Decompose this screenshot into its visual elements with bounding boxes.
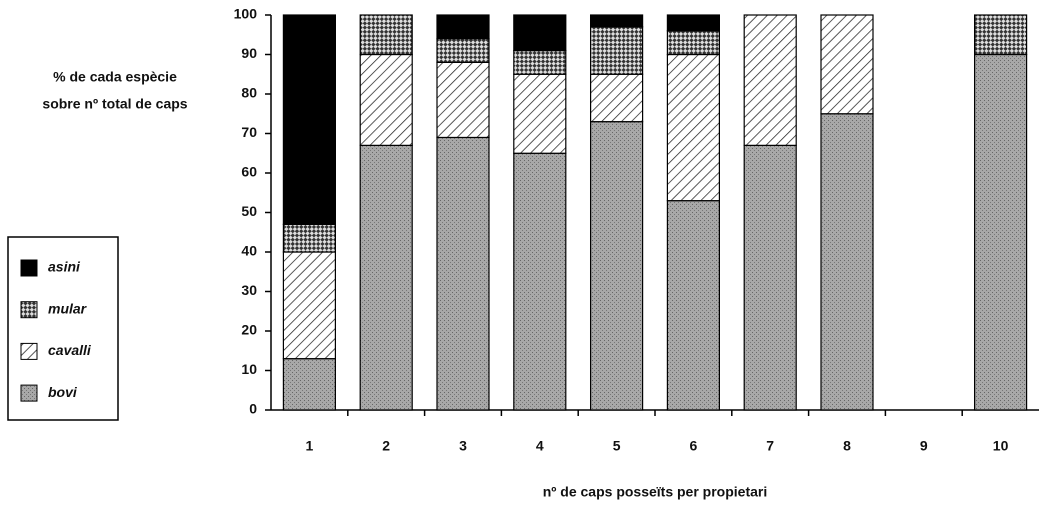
bar-segment (513, 49, 567, 75)
bar-segment (513, 14, 567, 52)
bar-segment (743, 144, 797, 411)
bar-segment (282, 251, 336, 360)
bar-segment (666, 14, 721, 32)
bar-segment (743, 14, 797, 146)
bar-segment (589, 73, 644, 123)
y-tick-label: 40 (241, 243, 257, 259)
y-tick-label: 0 (249, 401, 257, 417)
legend-label: mular (48, 300, 88, 316)
x-tick-label: 2 (382, 438, 390, 454)
y-tick-label: 70 (241, 124, 257, 140)
bar-segment (359, 144, 413, 411)
x-tick-label: 1 (306, 438, 314, 454)
bar-segment (666, 30, 721, 56)
bar-segment (589, 14, 644, 28)
y-axis-label: sobre nº total de caps (42, 96, 187, 112)
bar-segment (282, 358, 336, 411)
x-tick-label: 9 (920, 438, 928, 454)
bar-segment (282, 223, 336, 253)
y-tick-label: 30 (241, 282, 257, 298)
legend-label: bovi (48, 384, 78, 400)
y-axis-label: % de cada espècie (53, 69, 177, 85)
legend-swatch (20, 301, 38, 319)
bar-segment (436, 61, 490, 139)
legend-swatch (20, 259, 38, 277)
x-tick-label: 8 (843, 438, 851, 454)
x-tick-label: 6 (690, 438, 698, 454)
bar-segment (973, 14, 1028, 56)
bar-segment (436, 136, 490, 411)
y-tick-label: 60 (241, 164, 257, 180)
bar-segment (513, 152, 567, 411)
y-tick-label: 80 (241, 85, 257, 101)
bar-segment (666, 53, 721, 202)
x-tick-label: 4 (536, 438, 544, 454)
legend-swatch (20, 384, 38, 402)
bar-segment (820, 14, 874, 115)
bar-segment (282, 14, 336, 225)
bar-segment (359, 14, 413, 56)
legend-swatch (20, 342, 38, 360)
bar-segment (436, 14, 490, 40)
bar-segment (589, 26, 644, 75)
legend-label: cavalli (48, 342, 92, 358)
y-tick-label: 10 (241, 361, 257, 377)
bar-segment (973, 53, 1028, 411)
y-tick-label: 20 (241, 322, 257, 338)
bar-segment (589, 121, 644, 411)
x-axis-label: nº de caps posseïts per propietari (543, 484, 768, 500)
x-tick-label: 7 (766, 438, 774, 454)
legend-label: asini (48, 259, 81, 275)
y-tick-label: 90 (241, 45, 257, 61)
x-tick-label: 5 (613, 438, 621, 454)
y-tick-label: 100 (234, 6, 258, 22)
legend-box (7, 236, 119, 421)
x-tick-label: 10 (993, 438, 1009, 454)
bar-segment (436, 38, 490, 64)
y-tick-label: 50 (241, 203, 257, 219)
bar-segment (513, 73, 567, 154)
bar-segment (820, 113, 874, 411)
bar-segment (666, 200, 721, 411)
x-tick-label: 3 (459, 438, 467, 454)
bar-segment (359, 53, 413, 146)
